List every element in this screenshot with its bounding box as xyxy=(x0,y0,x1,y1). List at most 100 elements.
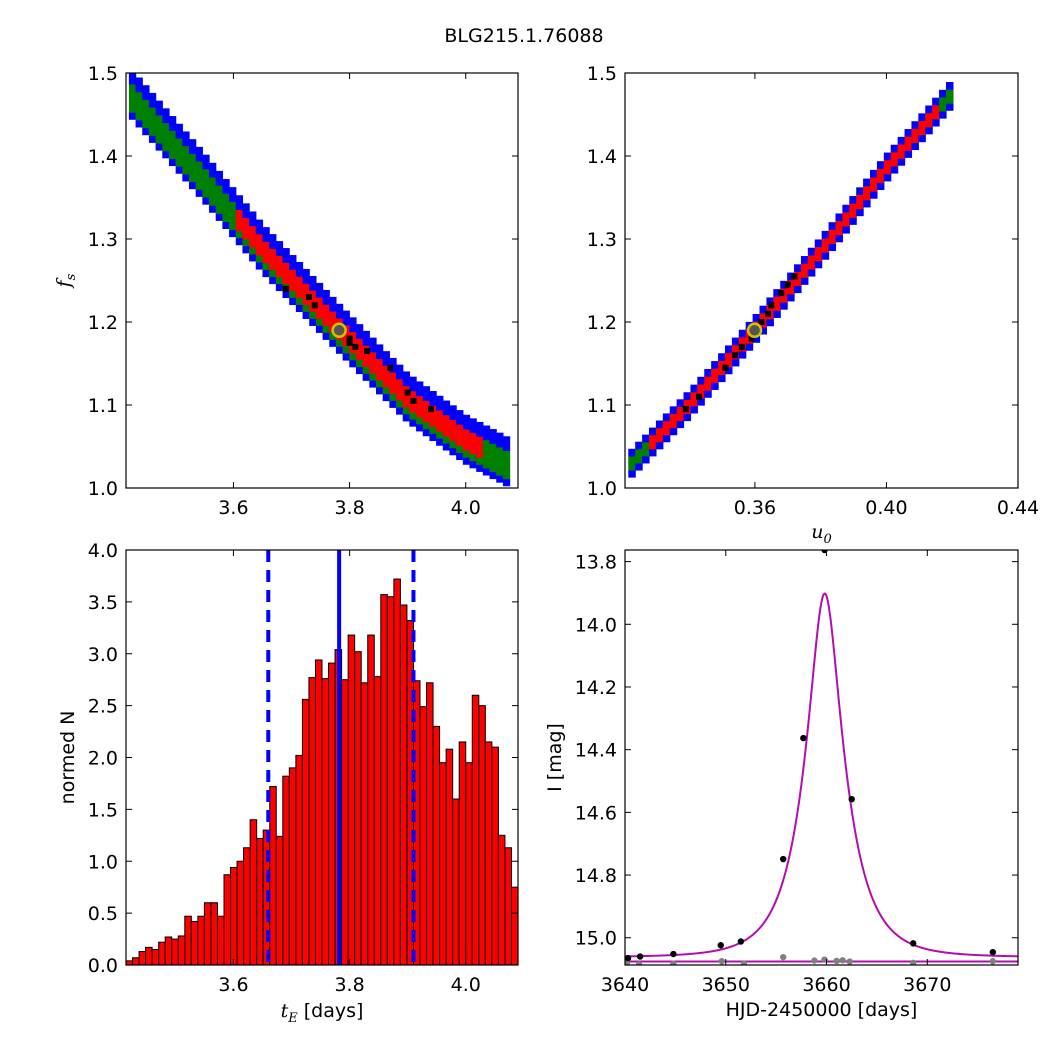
density-cell-outer xyxy=(262,227,270,235)
density-cell-mid xyxy=(202,168,210,177)
density-cell-inner xyxy=(342,338,350,347)
density-cell-inner xyxy=(794,278,802,287)
x-axis-label: HJD-2450000 [days] xyxy=(726,999,918,1021)
density-cell-outer xyxy=(382,351,390,359)
density-cell-outer xyxy=(496,432,504,441)
histogram-bar xyxy=(236,860,245,965)
density-cell-outer xyxy=(195,189,203,197)
density-cell-mid xyxy=(162,136,170,145)
density-cell-mid xyxy=(502,450,511,459)
density-cell-inner xyxy=(402,385,411,394)
density-cell-inner xyxy=(422,407,431,416)
density-cell-outer xyxy=(349,317,357,325)
density-cell-mid xyxy=(195,182,203,190)
histogram-bar xyxy=(308,677,316,965)
density-cell-inner xyxy=(442,421,451,430)
histogram-bar xyxy=(216,915,225,965)
density-cell-inner xyxy=(925,112,933,121)
plot-area-tE_vs_fs xyxy=(128,73,511,487)
density-cell-inner xyxy=(828,236,837,244)
axes-u0_vs_fs: 0.36 0.40 0.44 1.0 1.1 1.2 1.3 1.4 1.5 xyxy=(587,63,1039,519)
density-cell-inner xyxy=(731,344,740,353)
histogram-bar xyxy=(439,762,447,965)
density-cell-inner xyxy=(295,276,304,284)
density-cell-mid xyxy=(195,175,203,183)
sample-point xyxy=(791,273,798,280)
density-cell-inner xyxy=(282,269,290,277)
density-cell-outer xyxy=(669,406,678,415)
density-cell-inner xyxy=(842,218,850,227)
observation-point-secondary xyxy=(833,957,840,965)
sample-point xyxy=(346,339,353,346)
density-cell-inner xyxy=(416,409,424,418)
density-cell-outer xyxy=(704,390,712,398)
density-cell-outer xyxy=(329,339,337,347)
x-axis-label: u0 xyxy=(811,521,832,547)
density-cell-inner xyxy=(342,331,350,340)
axis-labels-light_curve: HJD-2450000 [days] I [mag] xyxy=(544,723,917,1021)
density-cell-inner xyxy=(870,184,878,192)
density-cell-outer xyxy=(135,77,143,86)
histogram-bar xyxy=(288,767,297,965)
density-cell-outer xyxy=(389,400,397,408)
density-cell-mid xyxy=(502,471,511,480)
plot-area-tE_histogram xyxy=(126,550,518,965)
histogram-bar xyxy=(360,682,369,965)
density-cell-inner xyxy=(456,431,464,439)
density-cell-mid xyxy=(315,318,324,326)
density-cell-inner xyxy=(704,376,712,384)
histogram-bar xyxy=(249,819,258,965)
density-cell-inner xyxy=(773,296,781,304)
density-cell-mid xyxy=(945,96,954,104)
density-cell-inner xyxy=(849,210,857,218)
density-cell-inner xyxy=(282,262,290,270)
density-cell-mid xyxy=(155,135,163,144)
density-cell-outer xyxy=(897,158,906,166)
density-cell-mid xyxy=(142,113,150,122)
density-cell-inner xyxy=(275,269,284,277)
density-cell-outer xyxy=(262,269,270,278)
density-cell-outer xyxy=(939,110,947,119)
density-cell-inner xyxy=(262,248,270,256)
density-cell-inner xyxy=(724,359,733,368)
histogram-bar xyxy=(190,920,199,965)
y-tick-label: 14.2 xyxy=(575,677,617,699)
density-cell-inner xyxy=(349,338,357,347)
density-cell-inner xyxy=(787,279,795,288)
density-cell-outer xyxy=(335,310,344,319)
figure-title: BLG215.1.76088 xyxy=(444,25,603,47)
density-cell-inner xyxy=(738,336,747,345)
density-cell-mid xyxy=(182,145,190,154)
y-tick-label: 1.0 xyxy=(88,851,118,873)
density-cell-outer xyxy=(863,199,871,208)
density-cell-outer xyxy=(462,421,471,430)
density-cell-outer xyxy=(249,218,257,227)
density-cell-inner xyxy=(369,351,377,360)
density-cell-outer xyxy=(794,285,802,294)
sample-point xyxy=(732,352,739,359)
observation-point-secondary xyxy=(670,960,677,965)
density-cell-outer xyxy=(322,332,330,340)
density-cell-outer xyxy=(945,103,954,111)
density-cell-outer xyxy=(787,272,795,281)
histogram-bar xyxy=(321,678,330,965)
density-cell-outer xyxy=(362,337,370,346)
density-cell-inner xyxy=(275,255,284,263)
y-tick-label: 14.4 xyxy=(575,740,617,762)
density-cell-inner xyxy=(315,304,324,312)
histogram-bar xyxy=(399,604,408,965)
density-cell-mid xyxy=(255,254,264,263)
density-cell-outer xyxy=(449,405,457,413)
histogram-bar xyxy=(354,651,362,965)
histogram-bar xyxy=(517,912,518,965)
density-cell-outer xyxy=(489,436,497,444)
density-cell-mid xyxy=(195,161,203,169)
density-cell-outer xyxy=(142,85,150,93)
density-cell-outer xyxy=(289,255,297,263)
x-tick-label: 3.8 xyxy=(334,497,364,519)
density-cell-outer xyxy=(718,353,726,361)
observation-point-secondary xyxy=(910,959,917,965)
density-cell-inner xyxy=(235,216,244,225)
density-cell-inner xyxy=(315,311,324,319)
histogram-bar xyxy=(282,775,290,965)
